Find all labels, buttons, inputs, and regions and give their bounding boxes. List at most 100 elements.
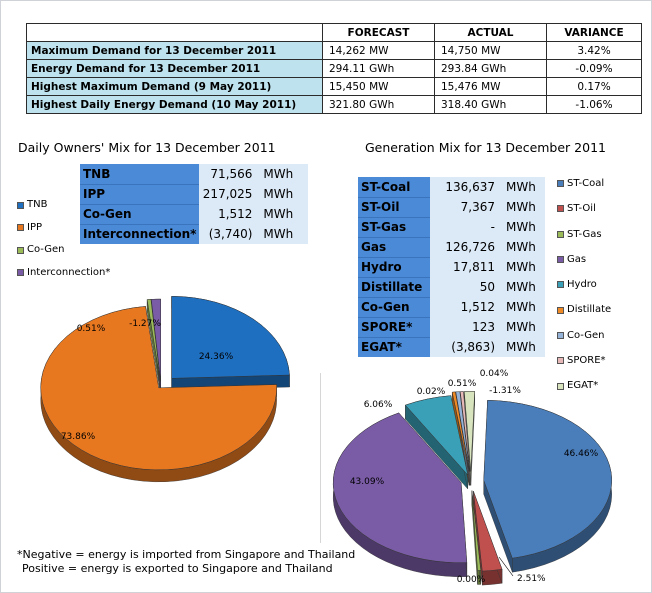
legend-label: Co-Gen — [567, 329, 605, 341]
pie-slice-gas — [332, 412, 468, 563]
owner-name: Co-Gen — [80, 203, 200, 224]
legend-swatch — [17, 269, 24, 277]
legend-label: Gas — [567, 253, 587, 265]
gen-name: Gas — [358, 236, 430, 257]
table-row: Interconnection* (3,740) MWh — [80, 223, 309, 244]
legend-item-co-gen: Co-Gen — [557, 323, 611, 348]
owners-legend: TNB IPP Co-Gen Interconnection* — [17, 194, 110, 284]
owners-mix-title: Daily Owners' Mix for 13 December 2011 — [18, 140, 276, 155]
legend-item-hydro: Hydro — [557, 272, 611, 297]
generation-legend: ST-Coal ST-Oil ST-Gas Gas Hydro Distillate Co-… — [557, 171, 611, 399]
gen-value: 136,637 — [430, 177, 498, 197]
owner-unit: MWh — [255, 164, 309, 184]
legend-swatch — [17, 224, 24, 232]
legend-swatch — [557, 180, 564, 188]
actual-value: 293.84 GWh — [434, 59, 547, 78]
owner-value: (3,740) — [199, 224, 256, 244]
legend-item-ipp: IPP — [17, 217, 110, 240]
data-label-interconnection: -1.27% — [129, 319, 161, 329]
gen-unit: MWh — [498, 337, 545, 357]
legend-swatch — [557, 357, 564, 365]
divider — [320, 373, 321, 543]
gen-unit: MWh — [498, 177, 545, 197]
row-label: Highest Maximum Demand (9 May 2011) — [26, 77, 323, 96]
owner-unit: MWh — [255, 204, 309, 224]
legend-label: Co-Gen — [27, 244, 65, 255]
table-row: Co-Gen 1,512 MWh — [80, 203, 309, 224]
gen-name: ST-Gas — [358, 216, 430, 237]
legend-item-interconnection: Interconnection* — [17, 262, 110, 285]
legend-label: ST-Gas — [567, 228, 602, 240]
pie-slice-tnb — [171, 296, 290, 379]
summary-header-blank — [26, 23, 323, 42]
summary-header-forecast: FORECAST — [322, 23, 435, 42]
owners-pie: 24.36% 73.86% 0.51% -1.27% — [40, 296, 290, 483]
gen-value: (3,863) — [430, 337, 498, 357]
legend-item-st-oil: ST-Oil — [557, 196, 611, 221]
table-row: Highest Maximum Demand (9 May 2011) 15,4… — [26, 77, 642, 96]
data-label-spore: 0.04% — [480, 369, 509, 379]
legend-label: ST-Coal — [567, 178, 605, 189]
legend-item-gas: Gas — [557, 247, 611, 272]
table-row: Distillate 50 MWh — [358, 276, 545, 297]
generation-mix-title: Generation Mix for 13 December 2011 — [365, 140, 606, 155]
owners-mix-table: TNB 71,566 MWh IPP 217,025 MWh Co-Gen 1,512 MW… — [80, 164, 309, 244]
pie-slice-st-coal — [483, 400, 612, 559]
row-label: Highest Daily Energy Demand (10 May 2011… — [26, 95, 323, 114]
gen-value: 1,512 — [430, 297, 498, 317]
legend-swatch — [557, 230, 564, 238]
gen-name: Distillate — [358, 276, 430, 297]
gen-name: SPORE* — [358, 316, 430, 337]
table-row: Energy Demand for 13 December 2011 294.1… — [26, 59, 642, 78]
legend-label: Interconnection* — [27, 266, 111, 278]
generation-mix-table: ST-Coal 136,637 MWh ST-Oil 7,367 MWh ST-Gas -… — [358, 177, 545, 357]
legend-item-egat: EGAT* — [557, 373, 611, 398]
data-label-tnb: 24.36% — [199, 352, 234, 362]
owner-value: 217,025 — [199, 184, 256, 204]
table-row: TNB 71,566 MWh — [80, 164, 309, 184]
owner-name: Interconnection* — [80, 223, 200, 244]
legend-swatch — [557, 281, 564, 289]
gen-name: EGAT* — [358, 336, 430, 357]
legend-label: Hydro — [567, 279, 597, 291]
owner-value: 1,512 — [199, 204, 256, 224]
row-label: Energy Demand for 13 December 2011 — [26, 59, 323, 78]
table-row: Highest Daily Energy Demand (10 May 2011… — [26, 95, 642, 114]
gen-value: 50 — [430, 277, 498, 297]
data-label-co-gen: 0.51% — [448, 379, 477, 389]
forecast-value: 294.11 GWh — [322, 59, 435, 78]
legend-label: TNB — [27, 199, 48, 210]
gen-value: 126,726 — [430, 237, 498, 257]
gen-unit: MWh — [498, 197, 545, 217]
owner-unit: MWh — [255, 184, 309, 204]
legend-item-spore: SPORE* — [557, 348, 611, 373]
pie-slice-ipp — [40, 306, 277, 471]
legend-swatch — [557, 382, 564, 390]
gen-name: ST-Oil — [358, 196, 430, 217]
data-label-st-gas: 0.00% — [457, 575, 486, 585]
gen-unit: MWh — [498, 237, 545, 257]
demand-summary-table: FORECAST ACTUAL VARIANCE Maximum Demand … — [26, 23, 642, 114]
data-label-distillate: 0.02% — [417, 387, 446, 397]
owner-name: IPP — [80, 183, 200, 204]
table-row: ST-Coal 136,637 MWh — [358, 177, 545, 197]
data-label-co-gen: 0.51% — [77, 324, 106, 334]
legend-item-st-coal: ST-Coal — [557, 171, 611, 196]
gen-unit: MWh — [498, 217, 545, 237]
table-row: ST-Gas - MWh — [358, 216, 545, 237]
generation-pie: 46.46% 2.51% 0.00% 43.09% 6.06% 0.02%0.51%0.0… — [332, 369, 612, 586]
data-label-ipp: 73.86% — [61, 432, 96, 442]
owner-name: TNB — [80, 164, 200, 184]
legend-swatch — [557, 331, 564, 339]
owner-unit: MWh — [255, 224, 309, 244]
footnote-negative: *Negative = energy is imported from Sing… — [17, 548, 356, 561]
gen-value: - — [430, 217, 498, 237]
pie-slice-egat — [463, 391, 475, 472]
legend-item-co-gen: Co-Gen — [17, 239, 110, 262]
legend-label: SPORE* — [567, 355, 606, 367]
table-row: ST-Oil 7,367 MWh — [358, 196, 545, 217]
actual-value: 318.40 GWh — [434, 95, 547, 114]
legend-item-distillate: Distillate — [557, 297, 611, 322]
